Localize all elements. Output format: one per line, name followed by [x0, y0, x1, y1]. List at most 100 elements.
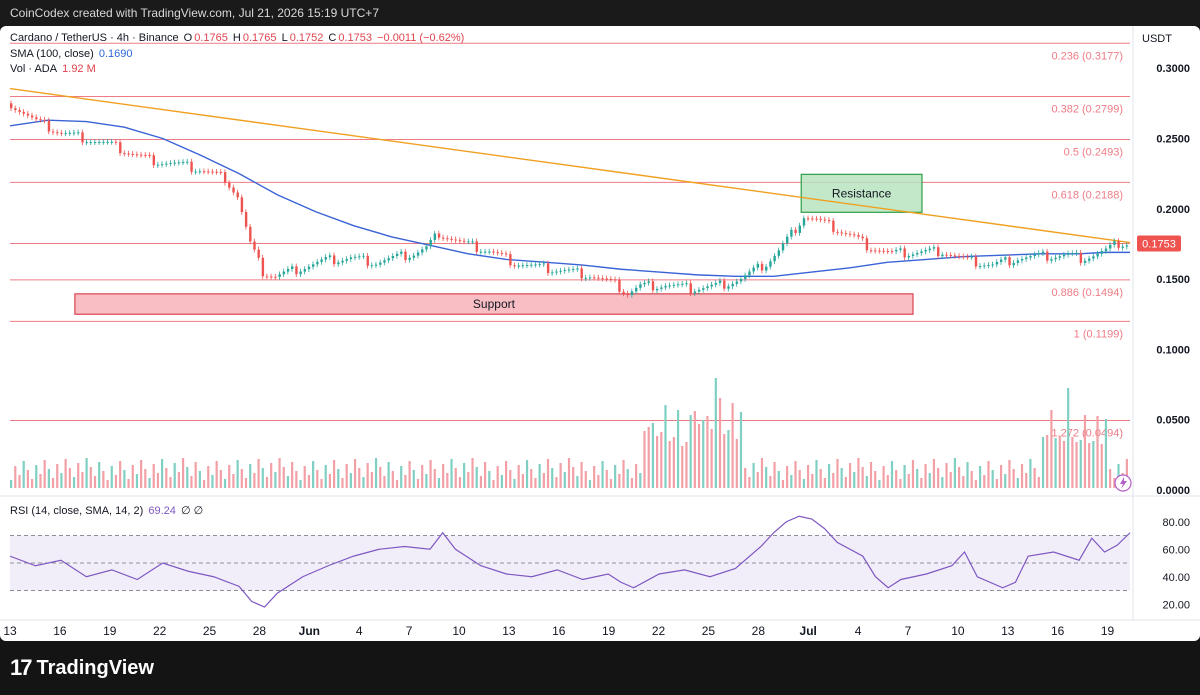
- volume-bar: [580, 462, 583, 488]
- volume-bar: [639, 473, 642, 488]
- volume-bar: [651, 423, 654, 488]
- volume-bar: [177, 472, 180, 488]
- time-axis-tick: 25: [203, 624, 217, 638]
- volume-bar: [655, 436, 659, 488]
- price-axis-tick: 0.3000: [1156, 63, 1190, 75]
- candle-body: [102, 141, 105, 143]
- candle-body: [341, 260, 344, 263]
- volume-bar: [43, 460, 46, 488]
- volume-bar: [1033, 468, 1036, 488]
- volume-bar: [332, 460, 336, 488]
- candle-body: [43, 119, 46, 121]
- candle-body: [878, 250, 881, 252]
- low-value: 0.1752: [289, 32, 324, 44]
- volume-bar: [1008, 460, 1011, 488]
- change-value: −0.0011 (−0.62%): [377, 32, 465, 44]
- volume-bar: [412, 470, 415, 488]
- volume-bar: [1062, 441, 1066, 488]
- volume-bar: [215, 461, 218, 488]
- candle-body: [89, 142, 93, 144]
- candle-body: [777, 250, 781, 256]
- candle-body: [278, 274, 281, 277]
- time-axis-tick: 28: [752, 624, 766, 638]
- candle-body: [1004, 257, 1007, 260]
- volume-bar: [932, 459, 936, 488]
- candle-body: [1071, 253, 1074, 255]
- candle-body: [1016, 260, 1020, 263]
- candle-body: [874, 250, 877, 252]
- candle-body: [106, 141, 109, 143]
- candle-body: [190, 161, 193, 172]
- volume-bar: [207, 466, 210, 488]
- candle-body: [316, 261, 319, 265]
- volume-bar: [882, 466, 885, 488]
- candle-body: [815, 218, 818, 220]
- candle-body: [563, 270, 567, 272]
- candle-body: [819, 218, 822, 220]
- volume-bar: [689, 415, 692, 488]
- candle-body: [706, 286, 709, 289]
- candle-body: [1067, 253, 1070, 255]
- volume-bar: [437, 478, 441, 488]
- chart-canvas[interactable]: 0.236 (0.3177) 0.382 (0.2799) 0.5 (0.2493)…: [0, 26, 1200, 641]
- descending-trendline: [9, 87, 1131, 244]
- tradingview-logo-icon: 17: [10, 655, 33, 680]
- volume-bar: [903, 465, 906, 488]
- candle-body: [35, 117, 38, 120]
- volume-bar: [983, 475, 986, 488]
- volume-bar: [404, 475, 407, 488]
- volume-bar: [886, 475, 889, 488]
- volume-bar: [240, 469, 243, 488]
- candle-body: [500, 252, 504, 254]
- volume-bar: [114, 475, 118, 488]
- volume-bar: [530, 469, 533, 488]
- volume-bar: [681, 446, 684, 488]
- volume-bar: [165, 468, 168, 488]
- candle-body: [895, 249, 898, 252]
- volume-bar: [320, 479, 323, 488]
- volume-bar: [769, 476, 772, 488]
- volume-bar: [81, 472, 84, 488]
- candle-body: [1125, 245, 1129, 247]
- volume-bar: [173, 463, 176, 488]
- candle-body: [639, 284, 642, 288]
- candle-body: [584, 277, 588, 279]
- time-axis-tick: 22: [153, 624, 167, 638]
- volume-bar: [131, 465, 134, 488]
- symbol-name: Cardano / TetherUS · 4h · Binance: [10, 32, 179, 44]
- candle-body: [144, 154, 147, 156]
- candle-body: [1029, 256, 1032, 258]
- volume-bar: [593, 466, 596, 488]
- candle-body: [676, 284, 680, 286]
- volume-bar: [89, 467, 92, 488]
- candle-body: [492, 251, 495, 253]
- volume-bar: [249, 464, 252, 488]
- volume-bar: [270, 463, 273, 488]
- volume-bar: [278, 458, 281, 488]
- volume-bar: [135, 474, 139, 488]
- volume-bar: [140, 460, 143, 488]
- fib-level-label: 0.5 (0.2493): [1064, 146, 1123, 158]
- candle-body: [727, 286, 730, 289]
- candle-body: [253, 241, 256, 250]
- candle-body: [156, 164, 160, 166]
- candle-body: [416, 252, 420, 256]
- volume-bar: [685, 442, 688, 488]
- candle-body: [937, 247, 940, 257]
- candle-body: [64, 133, 67, 135]
- rsi-axis-tick: 40.00: [1162, 572, 1190, 584]
- candle-body: [353, 256, 357, 258]
- volume-bar: [1054, 438, 1057, 488]
- candle-body: [479, 251, 483, 253]
- volume-bar: [601, 461, 604, 488]
- candle-body: [51, 131, 55, 133]
- candle-body: [987, 264, 990, 266]
- candle-body: [534, 264, 537, 266]
- candle-body: [635, 287, 638, 292]
- candle-body: [312, 264, 315, 267]
- candle-body: [756, 263, 760, 268]
- candle-body: [702, 288, 705, 290]
- volume-bar: [106, 480, 109, 488]
- candle-body: [739, 279, 743, 282]
- volume-bar: [702, 420, 705, 488]
